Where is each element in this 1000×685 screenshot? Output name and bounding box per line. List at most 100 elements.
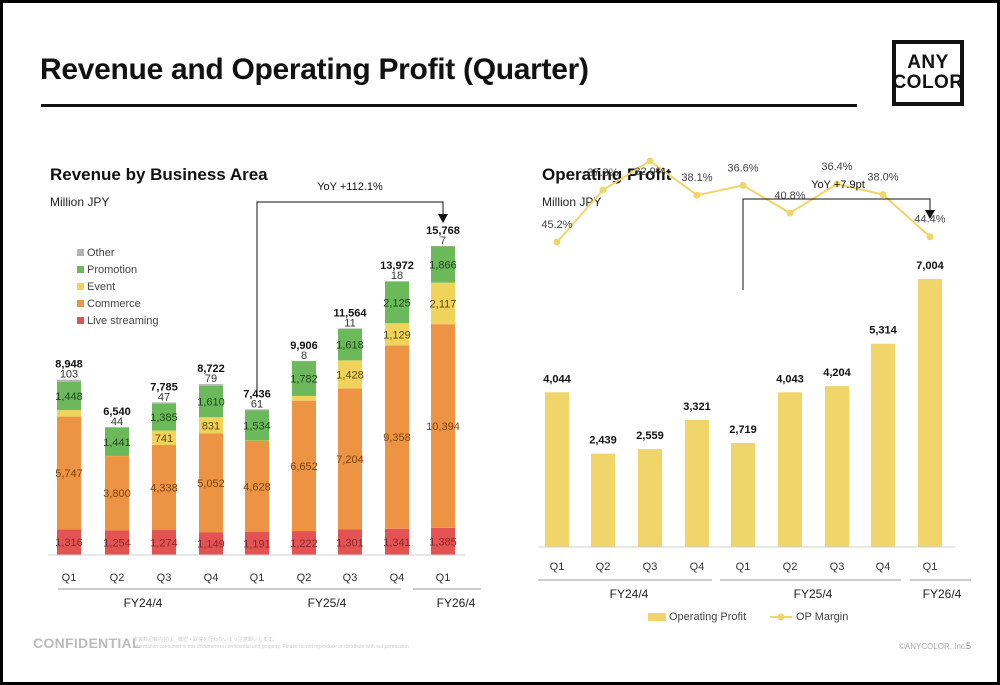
op-bar-0 [545,392,569,547]
revenue-by-business-area-chart: 1,316 1,254 1,274 1,149 1,191 1,222 1,301 1,341… [48,181,481,610]
op-bar-label-7: 5,314 [869,325,897,337]
revenue-bar-other-2 [152,402,176,404]
revenue-total-label-8: 15,768 [426,225,460,237]
revenue-label-promotion-0: 1,448 [55,391,83,403]
revenue-label-promotion-7: 2,125 [383,297,411,309]
revenue-label-commerce-6: 7,204 [336,454,364,466]
revenue-xtick-4: Q1 [250,572,265,584]
op-yoy-bracket [742,198,931,290]
op-margin-label-7: 38.0% [867,172,898,184]
revenue-bar-commerce-7 [385,345,409,529]
op-margin-point-1 [599,186,607,194]
op-bar-4 [731,442,755,547]
revenue-label-other-4: 61 [251,398,263,410]
revenue-label-other-6: 11 [344,317,355,329]
revenue-bar-live_streaming-6 [338,529,362,555]
operating-profit-chart: 4,044 2,439 2,559 3,321 2,719 4,043 4,204 5,314… [538,157,971,623]
op-fy-label-0: FY24/4 [610,587,649,601]
op-xtick-6: Q3 [830,561,845,573]
footer-note-jp: 本資料記載内容は、機密・取得を行わないよう注意願いします。 [133,637,278,643]
confidential-label: CONFIDENTIAL [33,635,141,651]
revenue-chart-unit: Million JPY [50,195,110,209]
revenue-label-other-8: 7 [440,235,446,247]
revenue-fy-label-0: FY24/4 [124,596,163,610]
revenue-bar-event-6 [338,360,362,389]
revenue-label-commerce-0: 5,747 [55,468,83,480]
op-bar-label-2: 2,559 [636,430,664,442]
op-legend-label-bar: Operating Profit [669,611,746,623]
revenue-label-commerce-2: 4,338 [150,483,178,495]
op-xtick-0: Q1 [550,561,565,573]
revenue-bar-event-3 [199,417,223,434]
revenue-label-event-6: 1,428 [336,369,364,381]
revenue-bar-promotion-1 [105,427,129,456]
revenue-label-live_streaming-2: 1,274 [150,538,178,550]
revenue-xtick-5: Q2 [297,572,312,584]
revenue-bar-live_streaming-5 [292,531,316,555]
op-margin-label-3: 38.1% [681,172,712,184]
revenue-label-promotion-5: 1,782 [290,373,318,385]
op-margin-label-1: 37.3% [587,167,618,179]
op-bar-5 [778,392,802,547]
op-bar-label-0: 4,044 [543,373,571,385]
revenue-total-label-7: 13,972 [380,260,414,272]
revenue-bar-promotion-6 [338,328,362,361]
op-bar-label-6: 4,204 [823,367,851,379]
op-margin-point-0 [553,238,561,246]
revenue-label-live_streaming-7: 1,341 [383,537,411,549]
op-chart-unit: Million JPY [542,195,602,209]
revenue-bar-other-3 [199,384,223,386]
revenue-legend-label-commerce: Commerce [87,298,141,310]
op-margin-label-8: 44.4% [914,214,945,226]
revenue-bar-other-4 [245,409,269,411]
revenue-xtick-7: Q4 [390,572,405,584]
op-bar-2 [638,449,662,547]
op-xtick-5: Q2 [783,561,798,573]
revenue-bar-commerce-2 [152,445,176,531]
revenue-legend-label-other: Other [87,247,115,259]
revenue-bar-other-0 [57,379,81,382]
revenue-total-label-5: 9,906 [290,340,318,352]
op-bar-3 [685,419,709,547]
op-margin-label-4: 36.6% [727,162,758,174]
revenue-label-commerce-1: 3,800 [103,488,131,500]
revenue-label-event-8: 2,117 [430,298,457,310]
revenue-bar-promotion-5 [292,361,316,396]
op-xtick-2: Q3 [643,561,658,573]
revenue-yoy-label: YoY +112.1% [317,181,383,193]
revenue-legend-label-event: Event [87,281,115,293]
op-bar-label-8: 7,004 [916,260,944,272]
op-margin-point-2 [646,157,654,165]
op-margin-point-4 [739,181,747,189]
revenue-bar-live_streaming-8 [431,527,455,555]
revenue-fy-label-2: FY26/4 [437,596,476,610]
revenue-label-commerce-8: 10,394 [426,421,460,433]
revenue-total-label-2: 7,785 [150,381,178,393]
revenue-bar-live_streaming-7 [385,528,409,555]
revenue-label-commerce-5: 6,652 [290,461,318,473]
logo-line-2: COLOR [892,72,964,93]
op-xtick-1: Q2 [596,561,611,573]
revenue-bar-promotion-3 [199,385,223,418]
op-xtick-3: Q4 [690,561,705,573]
op-xtick-8: Q1 [923,561,938,573]
revenue-label-live_streaming-0: 1,316 [55,537,83,549]
revenue-bar-commerce-4 [245,440,269,532]
revenue-bar-promotion-4 [245,410,269,441]
revenue-bar-promotion-2 [152,403,176,431]
op-margin-label-6: 36.4% [821,161,852,173]
revenue-bar-event-8 [431,282,455,325]
revenue-label-commerce-4: 4,628 [243,481,271,493]
op-xtick-4: Q1 [736,561,751,573]
logo-line-1: ANY [907,52,949,73]
op-margin-point-7 [879,191,887,199]
revenue-bar-commerce-5 [292,400,316,532]
revenue-legend-swatch-other [77,249,84,256]
op-fy-label-1: FY25/4 [794,587,833,601]
revenue-label-live_streaming-3: 1,149 [197,539,225,551]
op-fy-label-2: FY26/4 [923,587,962,601]
op-margin-point-5 [786,209,794,217]
revenue-bar-live_streaming-4 [245,531,269,555]
revenue-label-other-7: 18 [391,270,403,282]
revenue-label-other-1: 44 [111,416,123,428]
